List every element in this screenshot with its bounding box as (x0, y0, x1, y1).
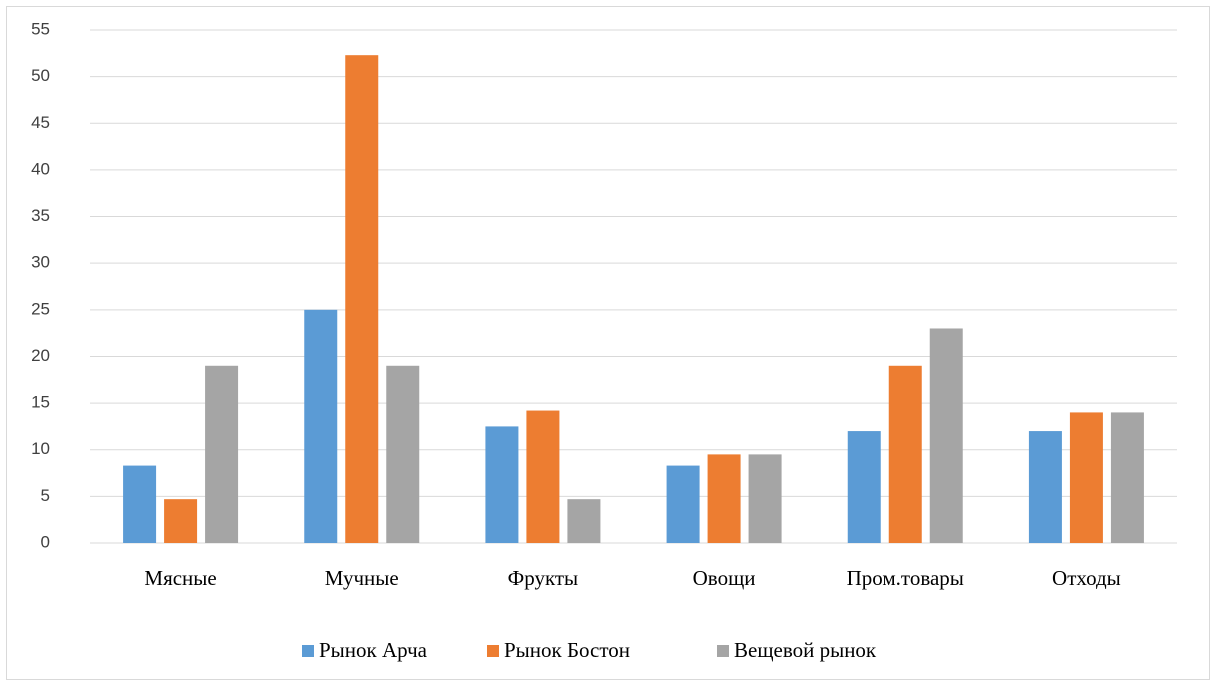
legend-swatch (302, 645, 314, 657)
bar (526, 410, 560, 543)
x-tick-label: Пром.товары (847, 566, 964, 590)
legend-swatch (487, 645, 499, 657)
y-tick-label: 10 (31, 439, 50, 458)
bar (123, 465, 157, 543)
chart-border (6, 6, 1210, 680)
legend-label: Вещевой рынок (734, 638, 877, 662)
y-tick-label: 20 (31, 346, 50, 365)
y-tick-label: 40 (31, 159, 50, 178)
bar (205, 365, 239, 543)
bar (304, 309, 338, 543)
bar (345, 55, 379, 544)
bar (1110, 412, 1144, 543)
y-tick-label: 35 (31, 206, 50, 225)
x-tick-label: Мучные (325, 566, 399, 590)
bar (1028, 431, 1062, 543)
legend-swatch (717, 645, 729, 657)
y-tick-label: 25 (31, 299, 50, 318)
bar (707, 454, 741, 543)
bar (567, 499, 601, 543)
y-tick-label: 30 (31, 253, 50, 272)
x-tick-label: Овощи (693, 566, 756, 590)
legend-label: Рынок Бостон (504, 638, 630, 662)
y-tick-label: 55 (31, 19, 50, 38)
x-tick-label: Мясные (144, 566, 216, 590)
y-tick-label: 5 (41, 486, 50, 505)
legend-label: Рынок Арча (319, 638, 428, 662)
bar (748, 454, 782, 543)
x-tick-label: Отходы (1052, 566, 1121, 590)
bar (485, 426, 519, 543)
bar (386, 365, 420, 543)
bar (1069, 412, 1103, 543)
bar (929, 328, 963, 543)
y-tick-label: 45 (31, 113, 50, 132)
bar (847, 431, 881, 543)
x-tick-label: Фрукты (508, 566, 579, 590)
bar (666, 465, 700, 543)
y-tick-label: 50 (31, 66, 50, 85)
bar (888, 365, 922, 543)
y-tick-label: 0 (41, 532, 50, 551)
bar (164, 499, 198, 543)
y-tick-label: 15 (31, 393, 50, 412)
